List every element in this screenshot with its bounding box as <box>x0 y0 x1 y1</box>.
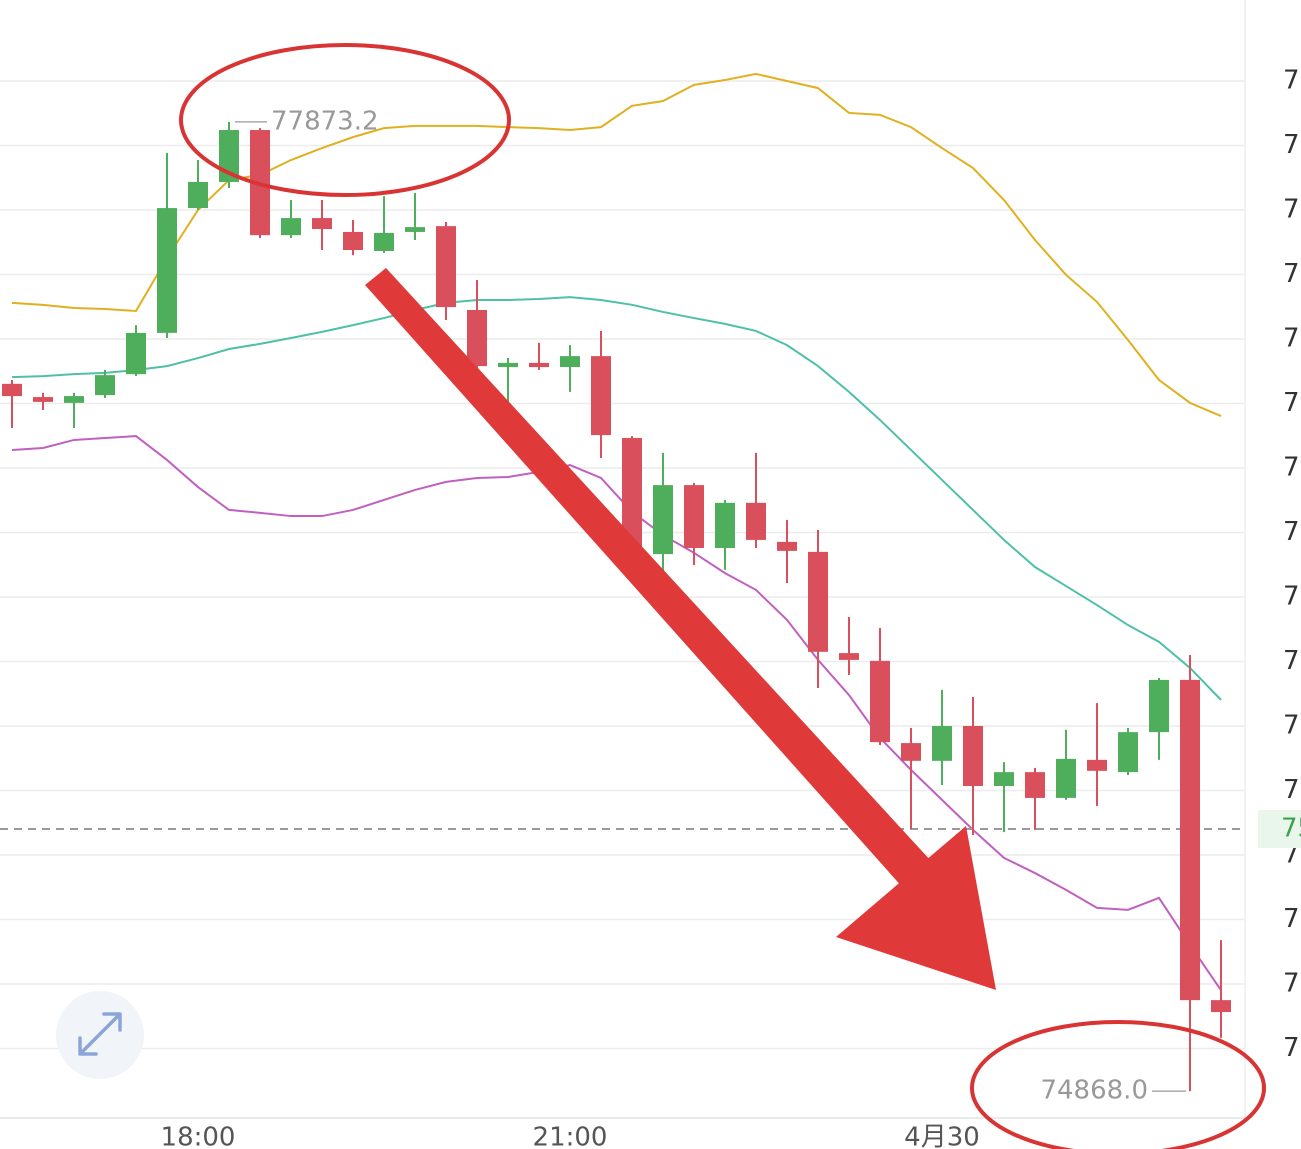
candle-body <box>715 502 735 548</box>
y-tick-label: 75200 <box>1283 969 1301 999</box>
candle-body <box>498 362 518 368</box>
y-tick-label: 76200 <box>1283 646 1301 676</box>
candle-body <box>932 726 952 761</box>
y-tick-label: 77800 <box>1283 130 1301 160</box>
min-label: 74868.0 <box>1040 1076 1148 1106</box>
y-tick-label: 75400 <box>1283 904 1301 934</box>
candle-body <box>95 375 115 396</box>
x-tick-label: 18:00 <box>161 1123 236 1149</box>
expand-button[interactable] <box>56 991 144 1079</box>
candle-body <box>157 208 177 333</box>
y-tick-label: 76400 <box>1283 582 1301 612</box>
candle-body <box>467 309 487 367</box>
candle-body <box>188 181 208 209</box>
candle-body <box>591 356 611 436</box>
candle-body <box>1025 772 1045 798</box>
candle-body <box>1087 759 1107 771</box>
candle-body <box>1149 679 1169 733</box>
candle-body <box>870 660 890 743</box>
y-tick-label: 78000 <box>1283 66 1301 96</box>
down-arrow-head <box>836 826 996 990</box>
y-tick-label: 77600 <box>1283 195 1301 225</box>
candle-body <box>312 218 332 230</box>
candle-body <box>374 232 394 251</box>
last-price-box <box>1258 810 1301 849</box>
candle-body <box>1180 679 1200 1001</box>
band-line <box>11 72 1222 418</box>
candle-body <box>64 396 84 403</box>
candle-body <box>281 218 301 236</box>
expand-icon <box>78 1012 122 1056</box>
candle-body <box>1056 758 1076 798</box>
candle-body <box>994 772 1014 786</box>
x-tick-label: 4月30 <box>904 1123 980 1149</box>
candle-body <box>653 485 673 555</box>
candle-body <box>33 397 53 402</box>
candle-body <box>560 356 580 368</box>
candle-body <box>963 726 983 786</box>
band-line <box>11 296 1222 701</box>
y-tick-label: 77400 <box>1283 259 1301 289</box>
candle-body <box>405 227 425 232</box>
y-tick-label: 76600 <box>1283 517 1301 547</box>
candle-body <box>684 485 704 548</box>
highlight-ellipse <box>179 43 511 197</box>
candle-body <box>746 502 766 540</box>
y-tick-label: 76000 <box>1283 711 1301 741</box>
candle-body <box>1118 732 1138 773</box>
y-tick-label: 75000 <box>1283 1033 1301 1063</box>
candle-body <box>777 541 797 551</box>
candle-body <box>839 653 859 660</box>
band-line <box>11 435 1222 991</box>
y-tick-label: 77000 <box>1283 388 1301 418</box>
y-tick-label: 77200 <box>1283 324 1301 354</box>
candle-body <box>126 332 146 375</box>
candle-body <box>2 383 22 397</box>
y-tick-label: 75800 <box>1283 775 1301 805</box>
candle-body <box>808 551 828 652</box>
max-label: 77873.2 <box>271 106 379 136</box>
candle-body <box>343 231 363 250</box>
candle-body <box>529 362 549 368</box>
candle-body <box>901 743 921 761</box>
highlight-ellipse <box>970 1020 1266 1149</box>
x-tick-label: 21:00 <box>533 1123 608 1149</box>
candle-body <box>622 438 642 548</box>
last-price-label: 75680.6 <box>1281 814 1301 844</box>
down-arrow-shaft <box>365 268 932 889</box>
candle-body <box>436 226 456 308</box>
candle-body <box>1211 1000 1231 1013</box>
y-tick-label: 76800 <box>1283 453 1301 483</box>
